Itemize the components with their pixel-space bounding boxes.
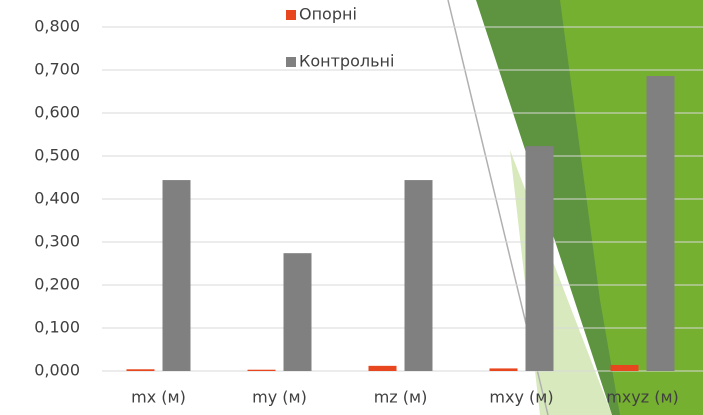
x-tick-label: mxy (м) [489, 388, 553, 407]
y-tick-label: 0,400 [34, 189, 80, 208]
bar [526, 146, 554, 371]
bar [647, 76, 675, 371]
bar [284, 253, 312, 371]
y-tick-label: 0,300 [34, 232, 80, 251]
x-tick-label: mxyz (м) [606, 388, 679, 407]
legend-swatch [286, 57, 296, 67]
bar [611, 365, 639, 371]
chart: 0,000 0,100 0,200 0,300 0,400 0,500 0,600 0,700… [0, 0, 703, 415]
legend-label: Контрольні [299, 52, 394, 71]
bar [127, 369, 155, 371]
y-tick-label: 0,700 [34, 60, 80, 79]
legend-swatch [286, 10, 296, 20]
y-tick-label: 0,200 [34, 275, 80, 294]
bar [163, 180, 191, 371]
bar [405, 180, 433, 371]
y-tick-label: 0,000 [34, 361, 80, 380]
y-tick-label: 0,800 [34, 17, 80, 36]
bar [490, 368, 518, 371]
y-tick-label: 0,100 [34, 318, 80, 337]
bar [369, 366, 397, 371]
y-tick-label: 0,600 [34, 103, 80, 122]
y-tick-label: 0,500 [34, 146, 80, 165]
x-tick-label: mx (м) [131, 388, 186, 407]
page: 0,000 0,100 0,200 0,300 0,400 0,500 0,600 0,700… [0, 0, 703, 415]
x-tick-label: my (м) [252, 388, 307, 407]
x-tick-label: mz (м) [374, 388, 428, 407]
legend-label: Опорні [299, 5, 357, 24]
bar [248, 370, 276, 371]
